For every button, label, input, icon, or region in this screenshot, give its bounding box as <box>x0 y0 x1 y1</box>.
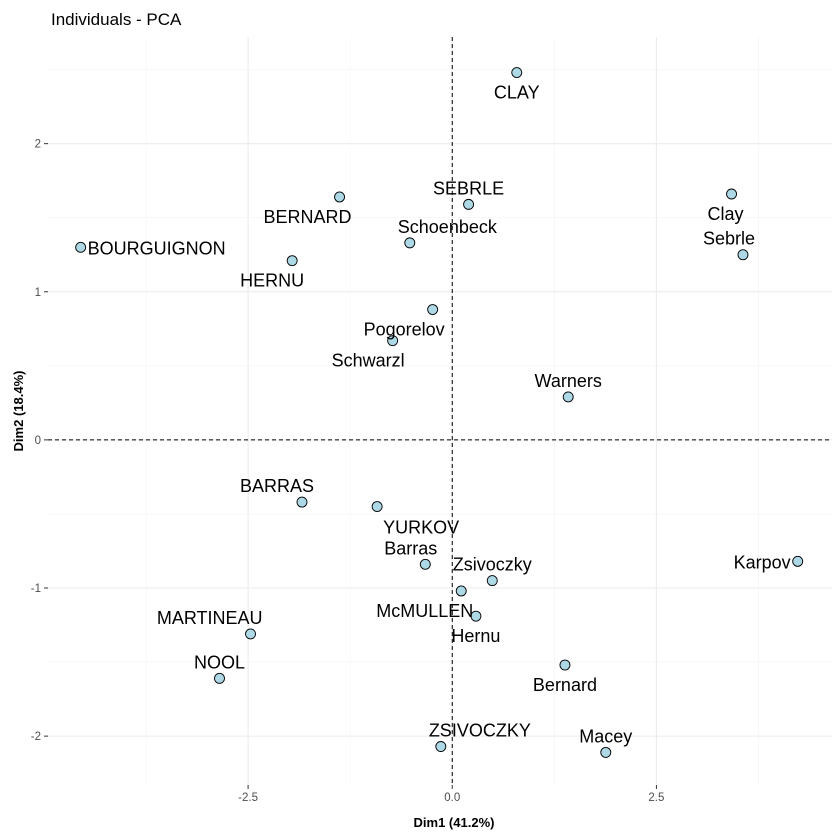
point-label: Hernu <box>451 626 500 646</box>
data-point <box>427 304 439 315</box>
data-point <box>419 558 431 570</box>
data-point <box>245 628 256 640</box>
chart-title: Individuals - PCA <box>51 10 182 29</box>
data-point <box>737 249 749 261</box>
data-point <box>562 391 574 403</box>
point-label: NOOL <box>194 652 245 672</box>
data-point <box>371 501 383 512</box>
data-point <box>404 237 416 249</box>
point-labels: CLAY SEBRLE BERNARD Schoenbeck BOURGUIGNON HE… <box>88 83 791 747</box>
point-label: Karpov <box>734 552 791 572</box>
data-point <box>75 241 87 253</box>
y-tick-label: 0 <box>35 435 41 447</box>
point-label: McMULLEN <box>376 601 473 621</box>
point-label: CLAY <box>494 83 540 103</box>
point-label: Zsivoczky <box>453 555 532 575</box>
data-point <box>435 741 447 752</box>
y-tick-label: 2 <box>35 139 41 151</box>
data-points <box>75 67 804 758</box>
data-point <box>559 659 571 671</box>
point-label: Warners <box>535 371 602 391</box>
data-point <box>463 198 475 210</box>
point-label: YURKOV <box>383 518 459 538</box>
point-label: MARTINEAU <box>157 608 263 628</box>
point-label: BERNARD <box>264 207 352 227</box>
point-label: ZSIVOCZKY <box>429 720 531 740</box>
data-point <box>334 191 345 203</box>
x-tick-label: 0.0 <box>444 792 460 804</box>
point-label: Sebrle <box>703 229 755 249</box>
data-point <box>387 335 399 347</box>
y-tick-label: 1 <box>35 287 41 299</box>
y-axis-title: Dim2 (18.4%) <box>11 371 26 452</box>
point-label: HERNU <box>240 271 304 291</box>
y-tick-label: -2 <box>31 731 41 743</box>
data-point <box>286 255 298 267</box>
data-point <box>486 575 498 587</box>
point-label: Clay <box>708 204 744 224</box>
point-label: BARRAS <box>240 476 314 496</box>
data-point <box>455 585 467 597</box>
point-label: Bernard <box>533 675 597 695</box>
point-label: BOURGUIGNON <box>88 238 226 258</box>
x-axis-title: Dim1 (41.2%) <box>414 815 495 830</box>
tick-labels: -2.5 0.0 2.5 -2 -1 0 1 2 <box>31 139 665 804</box>
x-tick-label: -2.5 <box>238 792 258 804</box>
data-point <box>214 672 225 684</box>
grid-lines <box>48 37 832 785</box>
point-label: SEBRLE <box>433 178 504 198</box>
data-point <box>600 746 612 758</box>
data-point <box>511 67 523 78</box>
x-tick-label: 2.5 <box>648 792 664 804</box>
data-point <box>470 610 482 622</box>
y-tick-label: -1 <box>31 583 41 595</box>
point-label: Schwarzl <box>332 351 405 371</box>
point-label: Macey <box>579 726 632 746</box>
point-label: Pogorelov <box>364 320 445 340</box>
reference-lines <box>48 37 832 785</box>
data-point <box>726 188 737 200</box>
point-label: Schoenbeck <box>398 217 498 237</box>
point-label: Barras <box>384 538 437 558</box>
data-point <box>296 496 308 508</box>
data-point <box>792 555 804 567</box>
